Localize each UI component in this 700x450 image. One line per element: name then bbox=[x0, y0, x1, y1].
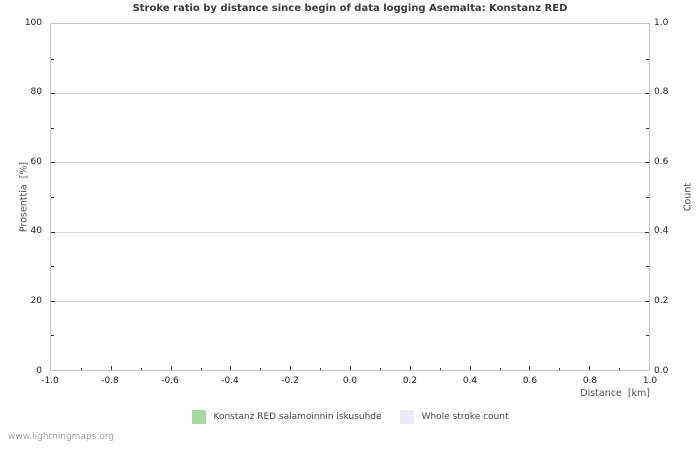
y-tick-right-40 bbox=[645, 231, 649, 233]
gridline-y-60 bbox=[51, 162, 649, 164]
x-tick-minor-15 bbox=[499, 368, 501, 370]
y-tick-label-left-60: 60 bbox=[30, 156, 42, 167]
y-tick-label-right-0.2: 0.2 bbox=[654, 295, 669, 306]
y-axis-label-left: Prosenttia [%] bbox=[18, 161, 30, 233]
y-tick-left-30 bbox=[51, 266, 54, 268]
x-tick-label--0.2: -0.2 bbox=[281, 376, 299, 386]
x-tick-major-8 bbox=[529, 366, 531, 370]
y-tick-left-50 bbox=[51, 197, 54, 198]
y-tick-right-90 bbox=[646, 58, 649, 60]
x-tick-major-2 bbox=[170, 366, 172, 370]
plot-area bbox=[50, 23, 650, 371]
y-tick-label-left-0: 0 bbox=[36, 365, 42, 376]
chart-title: Stroke ratio by distance since begin of … bbox=[132, 3, 568, 14]
y-tick-label-left-20: 20 bbox=[30, 295, 42, 306]
x-tick-major-1 bbox=[110, 366, 112, 370]
x-tick-minor-1 bbox=[80, 368, 82, 370]
x-tick-label-0.4: 0.4 bbox=[462, 376, 478, 386]
x-tick-minor-13 bbox=[439, 368, 441, 370]
y-tick-label-left-80: 80 bbox=[30, 87, 42, 98]
x-tick-label-0.6: 0.6 bbox=[522, 376, 538, 386]
legend: Konstanz RED salamoinnin iskusuhde Whole … bbox=[0, 410, 700, 424]
legend-label-0: Konstanz RED salamoinnin iskusuhde bbox=[213, 412, 382, 422]
y-tick-left-90 bbox=[51, 58, 54, 60]
y-tick-label-left-40: 40 bbox=[30, 226, 42, 237]
y-tick-left-20 bbox=[51, 300, 55, 302]
x-tick-major-6 bbox=[409, 366, 411, 370]
x-tick-minor-17 bbox=[559, 368, 561, 370]
x-tick-minor-9 bbox=[320, 368, 322, 370]
y-tick-right-20 bbox=[645, 300, 649, 302]
y-tick-right-70 bbox=[646, 127, 649, 129]
x-tick-minor-5 bbox=[200, 368, 202, 370]
x-tick-major-4 bbox=[290, 366, 292, 370]
x-tick-label--1.0: -1.0 bbox=[41, 376, 59, 386]
y-tick-left-80 bbox=[51, 93, 55, 95]
y-tick-left-40 bbox=[51, 231, 55, 233]
y-tick-label-right-0.8: 0.8 bbox=[654, 87, 669, 98]
y-tick-label-left-100: 100 bbox=[24, 17, 42, 28]
legend-label-1: Whole stroke count bbox=[421, 412, 509, 422]
y-tick-right-30 bbox=[646, 266, 649, 268]
y-tick-right-60 bbox=[645, 162, 649, 164]
x-tick-major-7 bbox=[469, 366, 471, 370]
y-tick-right-10 bbox=[646, 335, 649, 337]
legend-item-1: Whole stroke count bbox=[399, 410, 509, 424]
x-tick-minor-19 bbox=[619, 368, 621, 370]
y-tick-label-right-1.0: 1.0 bbox=[654, 17, 669, 28]
gridline-y-20 bbox=[51, 300, 649, 302]
x-tick-label-0.8: 0.8 bbox=[582, 376, 598, 386]
x-tick-major-9 bbox=[589, 366, 591, 370]
x-tick-minor-7 bbox=[260, 368, 262, 370]
y-tick-label-right-0.4: 0.4 bbox=[654, 226, 669, 237]
x-tick-label-0.0: 0.0 bbox=[342, 376, 358, 386]
y-tick-left-10 bbox=[51, 335, 54, 337]
x-tick-label-1.0: 1.0 bbox=[642, 376, 658, 386]
x-tick-major-5 bbox=[350, 366, 351, 370]
y-axis-label-right: Count bbox=[682, 182, 694, 212]
gridline-y-80 bbox=[51, 93, 649, 95]
legend-item-0: Konstanz RED salamoinnin iskusuhde bbox=[191, 410, 382, 424]
x-tick-minor-3 bbox=[140, 368, 142, 370]
watermark-link: www.lightningmaps.org bbox=[8, 432, 114, 442]
x-axis-label: Distance [km] bbox=[580, 388, 650, 399]
x-tick-label-0.2: 0.2 bbox=[402, 376, 418, 386]
y-tick-right-80 bbox=[645, 93, 649, 95]
gridline-y-40 bbox=[51, 231, 649, 233]
x-tick-label--0.8: -0.8 bbox=[101, 376, 119, 386]
y-tick-left-70 bbox=[51, 127, 54, 129]
x-tick-label--0.4: -0.4 bbox=[221, 376, 239, 386]
x-tick-minor-11 bbox=[379, 368, 381, 370]
legend-swatch-1 bbox=[399, 410, 414, 424]
x-tick-label--0.6: -0.6 bbox=[161, 376, 179, 386]
y-tick-label-right-0.0: 0.0 bbox=[654, 365, 669, 376]
legend-swatch-0 bbox=[191, 410, 206, 424]
y-tick-right-50 bbox=[646, 197, 649, 198]
x-tick-major-3 bbox=[230, 366, 232, 370]
y-tick-label-right-0.6: 0.6 bbox=[654, 156, 669, 167]
y-tick-left-60 bbox=[51, 162, 55, 164]
